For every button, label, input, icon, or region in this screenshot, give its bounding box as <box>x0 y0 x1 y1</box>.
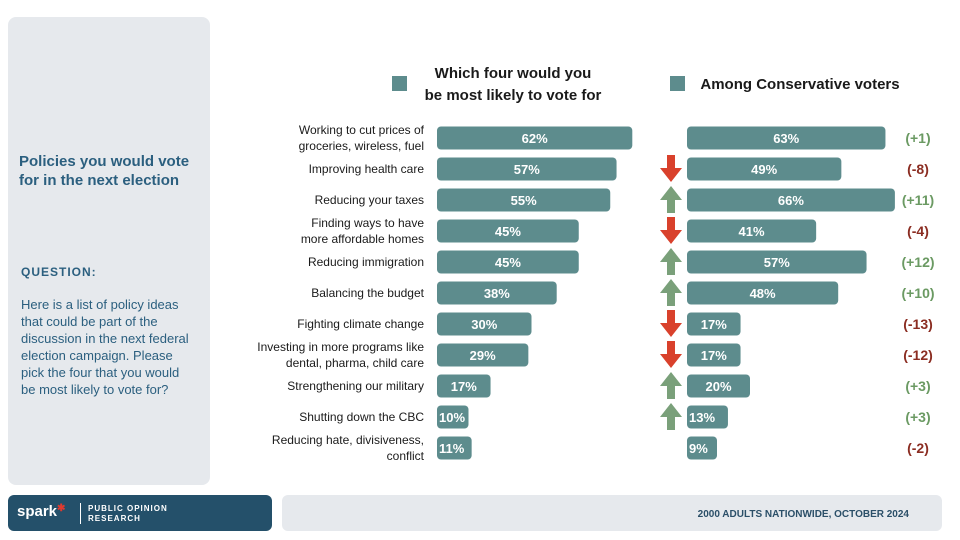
category-label: Improving health care <box>309 162 425 176</box>
legend-label-1: Which four would you <box>435 65 592 82</box>
change-label: (-2) <box>907 440 929 456</box>
category-label: Investing in more programs like <box>257 340 424 354</box>
bar-value-label: 10% <box>439 410 465 425</box>
bar-value-label: 57% <box>514 162 540 177</box>
arrow-up-icon <box>660 403 682 430</box>
change-label: (-13) <box>903 316 933 332</box>
footer-box: 2000 ADULTS NATIONWIDE, OCTOBER 2024 <box>282 495 942 531</box>
bar-value-label: 66% <box>778 193 804 208</box>
bar-series-1 <box>437 188 611 212</box>
change-label: (-12) <box>903 347 933 363</box>
category-label: Strengthening our military <box>287 379 424 393</box>
bar-value-label: 20% <box>705 379 731 394</box>
change-label: (+3) <box>905 409 930 425</box>
category-label: Shutting down the CBC <box>299 410 424 424</box>
bar-series-1 <box>437 405 469 429</box>
change-label: (-8) <box>907 161 929 177</box>
bar-series-2 <box>687 126 886 150</box>
bar-value-label: 29% <box>470 348 496 363</box>
question-label: QUESTION: <box>21 265 97 279</box>
change-label: (+1) <box>905 130 930 146</box>
bar-series-2 <box>687 281 839 305</box>
bar-value-label: 13% <box>689 410 715 425</box>
bar-value-label: 17% <box>451 379 477 394</box>
spark-logo: spark✱ <box>17 503 65 520</box>
bar-series-1 <box>437 157 617 181</box>
bar-value-label: 62% <box>522 131 548 146</box>
category-label: Fighting climate change <box>297 317 424 331</box>
legend-label-2: Among Conservative voters <box>700 76 899 93</box>
bar-value-label: 57% <box>764 255 790 270</box>
category-label: dental, pharma, child care <box>286 356 424 370</box>
bar-series-2 <box>687 219 817 243</box>
logo-divider <box>80 503 81 524</box>
bar-series-1 <box>437 126 633 150</box>
bar-series-2 <box>687 436 717 460</box>
footer-sample-note: 2000 ADULTS NATIONWIDE, OCTOBER 2024 <box>697 509 909 520</box>
bar-value-label: 17% <box>701 348 727 363</box>
category-label: Reducing hate, divisiveness, <box>272 433 424 447</box>
bar-series-2 <box>687 374 750 398</box>
change-label: (+10) <box>901 285 934 301</box>
change-label: (+3) <box>905 378 930 394</box>
category-label: more affordable homes <box>301 232 424 246</box>
bar-series-1 <box>437 219 579 243</box>
side-panel <box>8 17 210 485</box>
bar-value-label: 11% <box>439 441 465 456</box>
bar-series-2 <box>687 157 842 181</box>
arrow-up-icon <box>660 186 682 213</box>
arrow-down-icon <box>660 217 682 244</box>
bar-series-2 <box>687 250 867 274</box>
arrow-down-icon <box>660 155 682 182</box>
bar-value-label: 55% <box>511 193 537 208</box>
category-label: conflict <box>387 449 425 463</box>
category-label: Finding ways to have <box>311 216 424 230</box>
bar-value-label: 45% <box>495 255 521 270</box>
bar-value-label: 49% <box>751 162 777 177</box>
bar-value-label: 45% <box>495 224 521 239</box>
arrow-up-icon <box>660 372 682 399</box>
category-label: groceries, wireless, fuel <box>299 139 424 153</box>
arrow-down-icon <box>660 310 682 337</box>
arrow-up-icon <box>660 279 682 306</box>
category-label: Reducing immigration <box>308 255 424 269</box>
legend-swatch-2 <box>670 76 685 91</box>
category-label: Reducing your taxes <box>315 193 424 207</box>
category-label: Balancing the budget <box>311 286 424 300</box>
legend-swatch-1 <box>392 76 407 91</box>
logo-subtitle: PUBLIC OPINION RESEARCH <box>88 504 168 523</box>
bar-series-2 <box>687 312 741 336</box>
arrow-down-icon <box>660 341 682 368</box>
arrow-up-icon <box>660 248 682 275</box>
change-label: (+11) <box>902 192 934 208</box>
bar-series-2 <box>687 343 741 367</box>
bar-series-1 <box>437 312 532 336</box>
bar-value-label: 30% <box>471 317 497 332</box>
change-label: (-4) <box>907 223 929 239</box>
question-text: Here is a list of policy ideas that coul… <box>21 297 189 397</box>
logo-name: spark <box>17 503 58 520</box>
legend-label-1: be most likely to vote for <box>425 87 602 104</box>
bar-value-label: 38% <box>484 286 510 301</box>
spark-star-icon: ✱ <box>57 503 66 514</box>
bar-series-2 <box>687 188 895 212</box>
change-label: (+12) <box>901 254 934 270</box>
bar-series-2 <box>687 405 728 429</box>
bar-value-label: 48% <box>750 286 776 301</box>
logo-box: spark✱ PUBLIC OPINION RESEARCH <box>8 495 272 531</box>
bar-value-label: 41% <box>739 224 765 239</box>
bar-value-label: 17% <box>701 317 727 332</box>
category-label: Working to cut prices of <box>299 123 425 137</box>
bar-series-1 <box>437 250 579 274</box>
bar-value-label: 9% <box>689 441 708 456</box>
bar-series-1 <box>437 281 557 305</box>
bar-series-1 <box>437 436 472 460</box>
sidebar-title: Policies you would vote for in the next … <box>19 153 190 189</box>
bar-series-1 <box>437 343 529 367</box>
bar-series-1 <box>437 374 491 398</box>
bar-value-label: 63% <box>773 131 799 146</box>
